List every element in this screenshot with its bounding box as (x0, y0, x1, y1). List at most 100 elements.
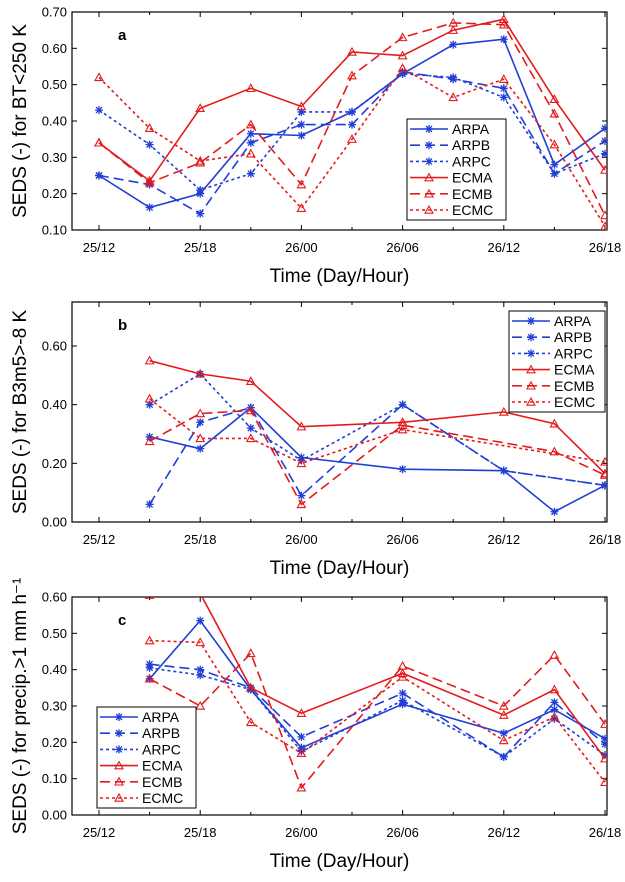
legend-label: ARPC (554, 345, 593, 361)
series-line-arpb (149, 663, 606, 758)
y-tick-label: 0.60 (42, 339, 67, 354)
data-point-arpb (297, 491, 306, 500)
x-axis-label: Time (Day/Hour) (270, 558, 410, 579)
x-tick-label: 26/06 (386, 532, 419, 547)
legend-box (406, 118, 507, 221)
y-tick-label: 0.30 (42, 150, 67, 165)
data-point-ecmc (397, 63, 408, 73)
legend-label: ECMC (452, 202, 493, 218)
y-tick-label: 0.40 (42, 114, 67, 129)
legend-marker (527, 349, 535, 358)
x-tick-label: 26/12 (488, 240, 521, 255)
x-tick-label: 26/18 (589, 825, 622, 840)
series-ecmc (94, 63, 607, 230)
data-point-arpa (550, 507, 559, 516)
series-ecma (144, 355, 607, 478)
data-point-ecmc (448, 92, 459, 102)
legend-marker (114, 760, 124, 770)
legend-marker (424, 188, 434, 198)
data-point-ecma (245, 83, 256, 93)
data-point-arpa (449, 40, 458, 49)
series-ecma (94, 14, 607, 185)
data-point-ecmb (600, 719, 607, 728)
series-ecmb (144, 405, 607, 509)
legend-label: ECMA (452, 170, 493, 186)
legend-label: ARPA (452, 121, 490, 137)
data-point-ecmc (347, 134, 357, 143)
data-point-ecmc (245, 148, 256, 158)
x-tick-label: 26/18 (589, 240, 622, 255)
data-point-arpc (196, 186, 205, 195)
series-arpb (145, 400, 607, 509)
plot-frame (71, 11, 608, 231)
data-point-ecma (600, 753, 607, 763)
data-point-ecma (296, 101, 307, 111)
y-tick-label: 0.40 (42, 397, 67, 412)
x-tick-label: 26/06 (386, 825, 419, 840)
data-point-ecmb (296, 499, 307, 509)
legend-marker (424, 172, 434, 182)
data-point-ecmb (245, 405, 256, 415)
y-axis-label: SEDS (-) for B3m5>-8 K (10, 310, 31, 515)
series-line-arpc (149, 667, 606, 758)
data-point-arpa (601, 124, 607, 133)
data-point-ecmc (144, 123, 155, 133)
plot-frame (71, 301, 608, 523)
data-point-ecmc (397, 671, 408, 681)
legend-marker (527, 333, 535, 342)
series-arpc (145, 663, 607, 761)
series-arpb (145, 660, 607, 761)
data-point-arpc (196, 671, 205, 680)
legend-marker (425, 157, 433, 166)
legend-marker (115, 713, 123, 721)
data-point-arpc (297, 747, 306, 756)
y-axis-label: SEDS (-) for BT<250 K (10, 24, 31, 218)
data-point-arpc (601, 149, 607, 158)
y-tick-label: 0.70 (42, 5, 67, 20)
data-point-ecmb (397, 660, 408, 670)
data-point-ecmc (245, 433, 256, 443)
y-tick-label: 0.20 (42, 456, 67, 471)
data-point-ecma (448, 25, 459, 34)
series-line-ecmc (149, 639, 606, 783)
data-point-arpa (499, 729, 508, 738)
series-line-ecmb (149, 651, 606, 790)
y-tick-label: 0.00 (42, 515, 67, 530)
data-point-arpc (398, 400, 407, 409)
data-point-arpb (246, 138, 255, 147)
data-point-arpc (145, 140, 154, 149)
data-point-ecmb (195, 157, 206, 167)
data-point-arpa (550, 705, 559, 714)
data-point-arpa (196, 616, 205, 625)
legend-marker (527, 317, 535, 325)
data-point-ecma (600, 468, 607, 478)
panel-label: b (118, 317, 127, 334)
data-point-ecmb (347, 70, 357, 80)
data-point-ecmb (245, 648, 256, 658)
data-point-ecmc (549, 711, 560, 721)
legend-label: ARPA (142, 709, 180, 725)
data-point-ecmc (245, 717, 256, 727)
data-point-ecmc (296, 203, 307, 212)
y-tick-label: 0.60 (42, 590, 67, 605)
data-point-ecma (195, 597, 206, 598)
x-tick-label: 26/00 (285, 825, 318, 840)
legend-label: ARPB (452, 137, 490, 153)
legend-label: ARPB (142, 725, 180, 741)
legend-label: ECMC (554, 394, 595, 410)
x-axis-label: Time (Day/Hour) (270, 851, 410, 872)
data-point-ecmc (600, 456, 607, 466)
data-point-arpc (601, 481, 607, 490)
data-point-arpc (95, 106, 103, 115)
data-point-arpb (196, 418, 205, 427)
data-point-arpb (398, 689, 407, 698)
data-point-ecmc (144, 393, 155, 403)
data-point-ecmb (397, 420, 408, 429)
data-point-arpb (601, 740, 607, 749)
data-point-arpa (297, 131, 306, 140)
data-point-arpb (348, 120, 356, 129)
data-point-ecmc (498, 74, 509, 83)
data-point-ecma (549, 684, 560, 694)
data-point-ecmb (498, 700, 509, 710)
